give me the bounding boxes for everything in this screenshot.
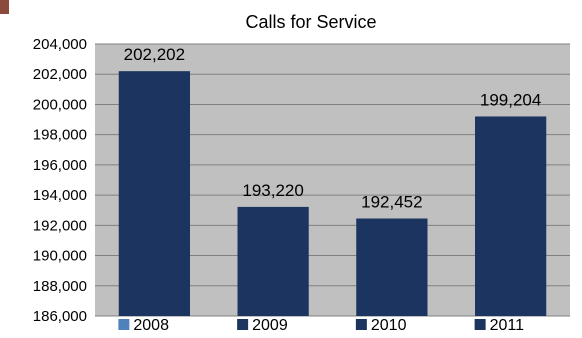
legend-swatch-2010 <box>355 319 367 330</box>
bar-2009 <box>237 206 309 316</box>
y-tick-label: 196,000 <box>33 157 87 174</box>
legend-label-2008: 2008 <box>133 317 169 334</box>
y-tick-label: 192,000 <box>33 217 87 234</box>
y-tick-label: 204,000 <box>33 36 87 53</box>
corner-decoration <box>0 0 9 14</box>
y-tick-label: 198,000 <box>33 127 87 144</box>
data-label-2009: 193,220 <box>242 181 303 200</box>
y-tick-label: 202,000 <box>33 66 87 83</box>
bar-2010 <box>356 218 428 316</box>
y-tick-label: 194,000 <box>33 187 87 204</box>
data-label-2010: 192,452 <box>361 193 422 212</box>
legend-label-2009: 2009 <box>252 317 288 334</box>
y-tick-label: 188,000 <box>33 278 87 295</box>
bar-2008 <box>118 71 190 317</box>
y-tick-label: 186,000 <box>33 308 87 325</box>
legend-swatch-2009 <box>237 319 249 330</box>
legend-label-2011: 2011 <box>490 317 525 334</box>
data-label-2008: 202,202 <box>124 45 185 64</box>
y-axis-ticks: 186,000 188,000 190,000 192,000 194,000 196,0… <box>33 36 87 325</box>
chart-title: Calls for Service <box>245 12 376 32</box>
data-labels: 202,202 193,220 192,452 199,204 <box>124 45 542 211</box>
y-tick-label: 200,000 <box>33 96 87 113</box>
legend-label-2010: 2010 <box>371 317 407 334</box>
bar-2011 <box>475 116 547 316</box>
legend: 2008 2009 2010 2011 <box>118 317 524 334</box>
legend-swatch-2008 <box>118 319 130 330</box>
y-tick-label: 190,000 <box>33 248 87 265</box>
data-label-2011: 199,204 <box>480 90 541 109</box>
legend-swatch-2011 <box>474 319 486 330</box>
bars <box>118 71 547 317</box>
